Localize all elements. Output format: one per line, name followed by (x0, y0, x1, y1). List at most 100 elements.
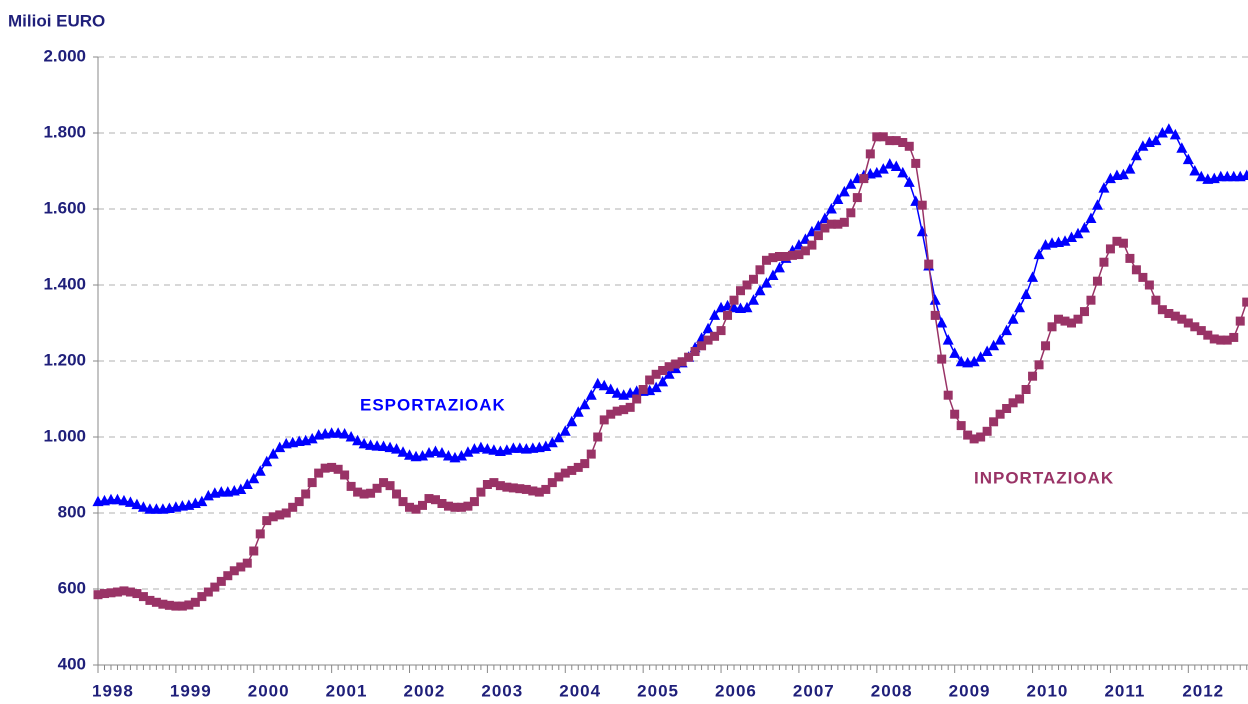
data-point (878, 132, 888, 142)
data-point (1007, 313, 1019, 324)
data-point (137, 501, 149, 512)
data-point (358, 437, 370, 449)
data-point (255, 529, 265, 539)
data-point (346, 481, 356, 491)
data-point (475, 441, 487, 453)
data-point (891, 136, 901, 146)
data-point (235, 483, 247, 494)
data-point (1067, 318, 1076, 328)
data-point (605, 383, 617, 394)
data-point (903, 176, 915, 187)
data-point (546, 436, 558, 448)
data-point (202, 489, 214, 501)
data-point (1196, 326, 1206, 336)
data-point (1124, 163, 1136, 174)
data-point (502, 482, 512, 492)
data-point (579, 398, 591, 410)
data-point (442, 450, 454, 461)
data-point (1117, 168, 1129, 180)
data-point (963, 430, 973, 440)
data-point (1033, 248, 1045, 260)
data-point (1164, 309, 1174, 318)
data-point (397, 446, 409, 457)
data-point (340, 470, 350, 480)
data-point (572, 406, 584, 417)
data-point (1105, 244, 1115, 254)
data-point (598, 379, 610, 391)
data-point (761, 255, 771, 265)
data-point (592, 377, 604, 389)
data-point (274, 441, 286, 453)
data-point (1079, 307, 1089, 317)
data-point (690, 347, 700, 356)
data-point (703, 335, 713, 345)
data-point (131, 498, 143, 510)
data-point (663, 368, 675, 379)
y-tick-label: 2.000 (43, 46, 86, 65)
data-point (1242, 297, 1248, 307)
data-point (132, 589, 142, 599)
data-point (372, 483, 382, 493)
data-point (845, 178, 857, 189)
data-point (158, 599, 168, 609)
data-point (1216, 335, 1226, 345)
data-point (481, 443, 493, 454)
data-point (314, 468, 324, 478)
y-axis-label: Milioi EURO (8, 11, 105, 30)
data-point (553, 431, 565, 443)
data-point (1176, 142, 1188, 153)
data-point (677, 357, 687, 367)
data-point (1027, 271, 1039, 282)
data-point (345, 431, 357, 442)
y-tick-label: 1.000 (43, 426, 86, 445)
data-point (846, 208, 856, 218)
data-point (327, 462, 337, 472)
x-tick-label: 2007 (793, 681, 835, 700)
data-point (651, 369, 661, 379)
x-tick-label: 2000 (248, 681, 290, 700)
data-point (112, 587, 122, 597)
data-point (242, 558, 252, 568)
data-point (455, 450, 467, 461)
data-point (943, 390, 953, 400)
data-point (612, 406, 622, 416)
data-point (306, 432, 318, 444)
data-point (223, 571, 233, 581)
data-point (975, 351, 987, 362)
x-tick-label: 1998 (92, 681, 134, 700)
data-point (1085, 212, 1097, 223)
data-point (1015, 394, 1025, 404)
data-point (567, 465, 577, 475)
data-point (832, 193, 844, 204)
data-point (994, 334, 1006, 345)
data-point (249, 546, 259, 556)
y-tick-label: 1.800 (43, 122, 86, 141)
data-point (794, 250, 804, 260)
data-point (885, 136, 895, 146)
data-point (1028, 371, 1038, 381)
data-point (514, 442, 526, 453)
data-point (489, 478, 499, 488)
data-point (930, 310, 940, 320)
data-point (560, 468, 570, 478)
data-point (729, 295, 739, 305)
data-point (1163, 123, 1175, 134)
data-point (742, 280, 752, 290)
data-point (462, 446, 474, 457)
data-point (982, 426, 992, 436)
data-point (398, 497, 408, 507)
data-point (1138, 272, 1148, 282)
data-point (547, 478, 557, 488)
x-tick-label: 2005 (637, 681, 679, 700)
data-point (436, 446, 448, 458)
data-point (872, 132, 882, 142)
data-point (476, 487, 486, 497)
data-point (332, 427, 344, 438)
data-point (1092, 276, 1102, 286)
data-point (787, 250, 797, 260)
data-point (1182, 153, 1194, 165)
data-point (540, 440, 552, 451)
data-point (826, 219, 836, 229)
data-point (379, 478, 389, 488)
